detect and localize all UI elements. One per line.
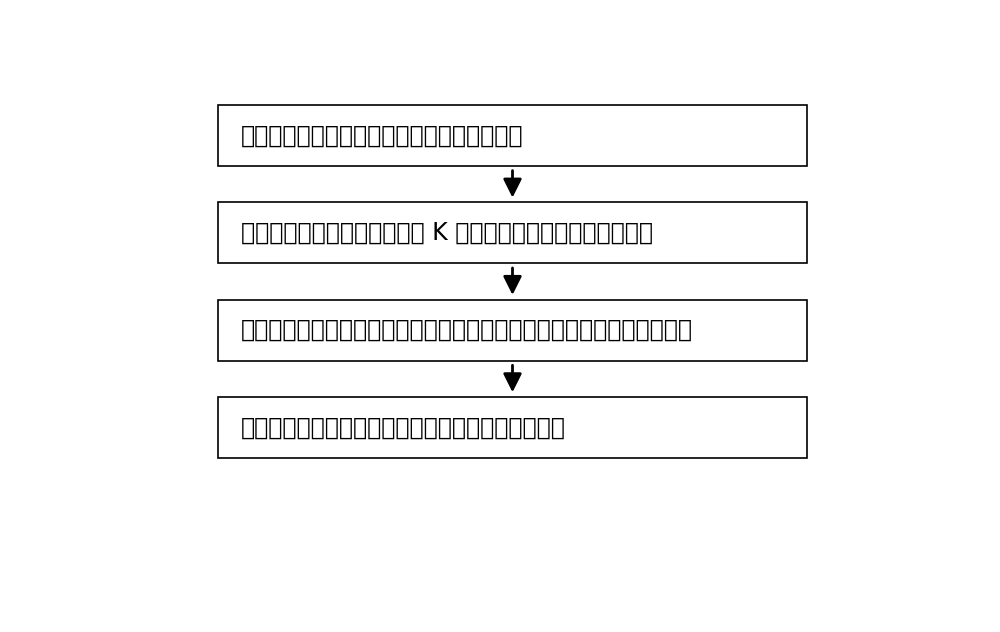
Text: 提供一内部制备有若干光电二极管的硅衆底；: 提供一内部制备有若干光电二极管的硅衆底； (241, 123, 524, 147)
FancyBboxPatch shape (218, 105, 807, 166)
FancyBboxPatch shape (218, 202, 807, 263)
Text: 于所述开口中填充氧化材料层，形成背照式传感器。: 于所述开口中填充氧化材料层，形成背照式传感器。 (241, 415, 566, 439)
FancyBboxPatch shape (218, 300, 807, 360)
FancyBboxPatch shape (218, 397, 807, 458)
Text: 刻蓄所述介质层至所述缓冲层的上表面，于所述介质层上形成若干开口；: 刻蓄所述介质层至所述缓冲层的上表面，于所述介质层上形成若干开口； (241, 318, 693, 342)
Text: 依次于所述硅衆底之上制备高 K 介电材料层、缓冲层和介质层；: 依次于所述硅衆底之上制备高 K 介电材料层、缓冲层和介质层； (241, 221, 653, 245)
